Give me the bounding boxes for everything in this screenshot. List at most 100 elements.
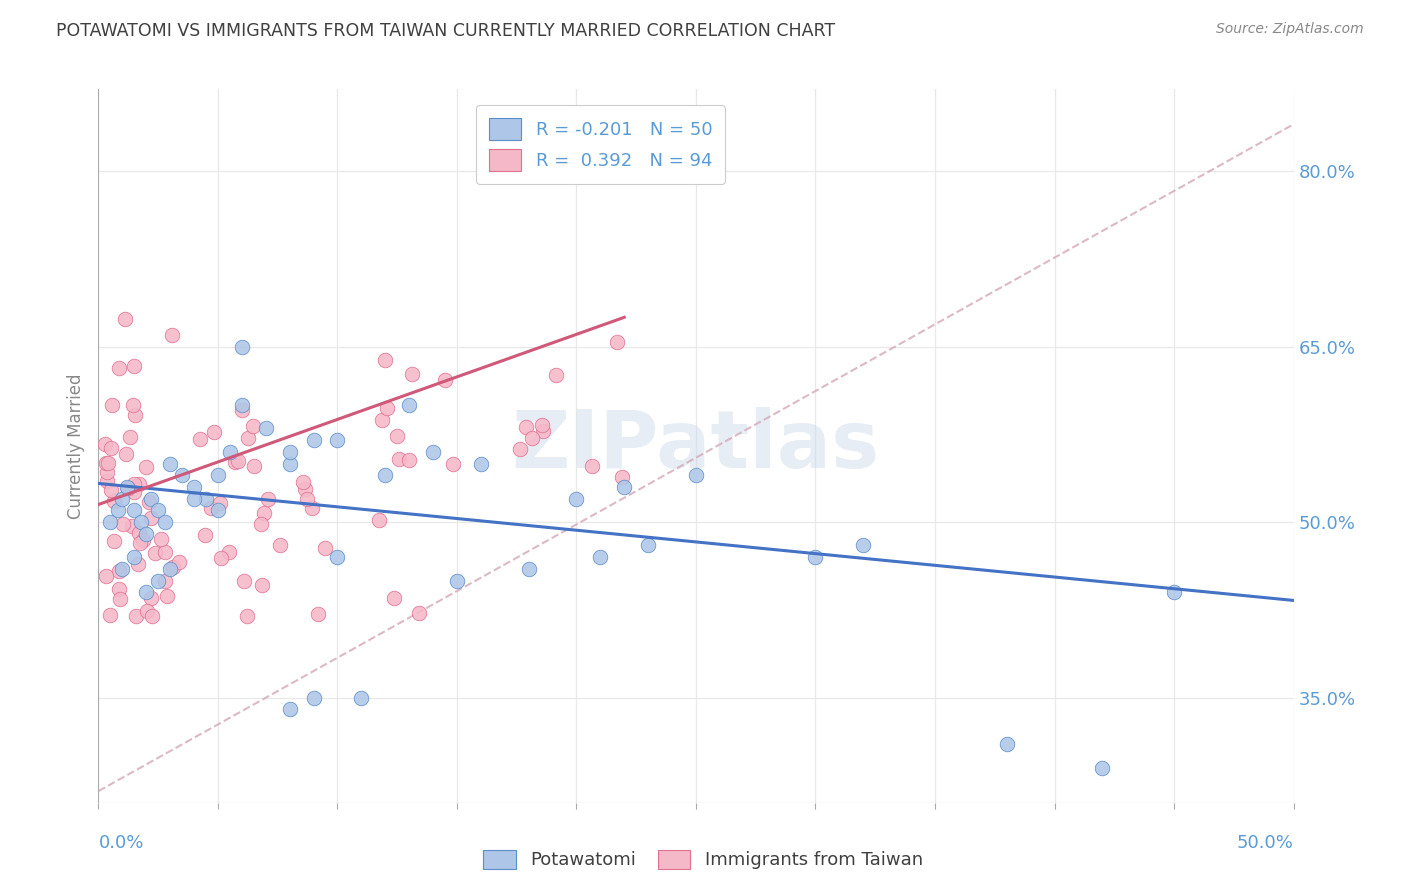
Point <box>131 533 153 548</box>
Point <box>232 574 254 589</box>
Point <box>141 608 163 623</box>
Point <box>114 312 136 326</box>
Point <box>108 360 131 375</box>
Point <box>242 458 264 473</box>
Point <box>314 541 336 556</box>
Point <box>434 373 457 387</box>
Point <box>100 441 122 455</box>
Point <box>1091 761 1114 775</box>
Point <box>155 574 177 588</box>
Point <box>129 536 152 550</box>
Point <box>1163 585 1185 599</box>
Point <box>231 340 253 354</box>
Point <box>207 503 229 517</box>
Point <box>295 491 318 506</box>
Point <box>97 456 120 470</box>
Text: ZIPatlas: ZIPatlas <box>512 407 880 485</box>
Point <box>224 455 246 469</box>
Point <box>98 515 122 529</box>
Point <box>254 421 277 435</box>
Point <box>236 608 259 623</box>
Point <box>470 457 492 471</box>
Point <box>374 352 396 367</box>
Text: 0.0%: 0.0% <box>98 834 143 852</box>
Point <box>219 445 242 459</box>
Point <box>242 419 264 434</box>
Point <box>139 491 162 506</box>
Point <box>143 545 166 559</box>
Point <box>124 476 146 491</box>
Point <box>139 511 162 525</box>
Point <box>441 457 464 471</box>
Point <box>98 607 121 622</box>
Point <box>515 420 537 434</box>
Legend: R = -0.201   N = 50, R =  0.392   N = 94: R = -0.201 N = 50, R = 0.392 N = 94 <box>477 105 724 184</box>
Point <box>103 494 125 508</box>
Point <box>122 484 145 499</box>
Point <box>231 402 253 417</box>
Point <box>111 491 134 506</box>
Point <box>257 492 280 507</box>
Point <box>302 433 325 447</box>
Point <box>127 557 149 571</box>
Y-axis label: Currently Married: Currently Married <box>66 373 84 519</box>
Point <box>135 526 157 541</box>
Text: 50.0%: 50.0% <box>1237 834 1294 852</box>
Point <box>250 517 273 532</box>
Point <box>610 469 633 483</box>
Point <box>118 430 141 444</box>
Point <box>169 555 191 569</box>
Point <box>291 475 314 490</box>
Point <box>350 690 373 705</box>
Point <box>852 538 875 552</box>
Point <box>159 562 181 576</box>
Point <box>398 398 420 412</box>
Point <box>613 480 636 494</box>
Point <box>94 436 117 450</box>
Point <box>101 399 124 413</box>
Point <box>194 491 218 506</box>
Point <box>385 428 408 442</box>
Point <box>155 515 177 529</box>
Point <box>377 401 399 416</box>
Point <box>131 515 153 529</box>
Point <box>162 560 184 574</box>
Point <box>637 538 659 552</box>
Point <box>307 607 329 622</box>
Point <box>218 545 240 559</box>
Point <box>135 585 157 599</box>
Point <box>111 562 134 576</box>
Point <box>103 533 125 548</box>
Point <box>238 431 260 445</box>
Point <box>250 578 273 592</box>
Point <box>148 574 170 588</box>
Point <box>183 491 205 506</box>
Point <box>531 424 554 438</box>
Point <box>398 452 420 467</box>
Point <box>96 475 118 489</box>
Legend: Potawatomi, Immigrants from Taiwan: Potawatomi, Immigrants from Taiwan <box>474 840 932 879</box>
Point <box>124 550 146 565</box>
Point <box>160 328 183 343</box>
Point <box>155 545 177 559</box>
Point <box>96 569 118 583</box>
Point <box>202 425 225 440</box>
Point <box>231 398 253 412</box>
Point <box>517 562 540 576</box>
Point <box>156 589 179 603</box>
Point <box>207 468 229 483</box>
Point <box>302 690 325 705</box>
Point <box>200 501 222 516</box>
Point <box>278 457 301 471</box>
Point <box>138 495 160 509</box>
Point <box>108 592 131 607</box>
Point <box>388 451 411 466</box>
Point <box>122 359 145 373</box>
Point <box>401 367 423 381</box>
Point <box>382 591 405 606</box>
Point <box>188 432 211 446</box>
Point <box>117 481 139 495</box>
Point <box>96 466 118 480</box>
Point <box>581 459 603 474</box>
Point <box>115 480 138 494</box>
